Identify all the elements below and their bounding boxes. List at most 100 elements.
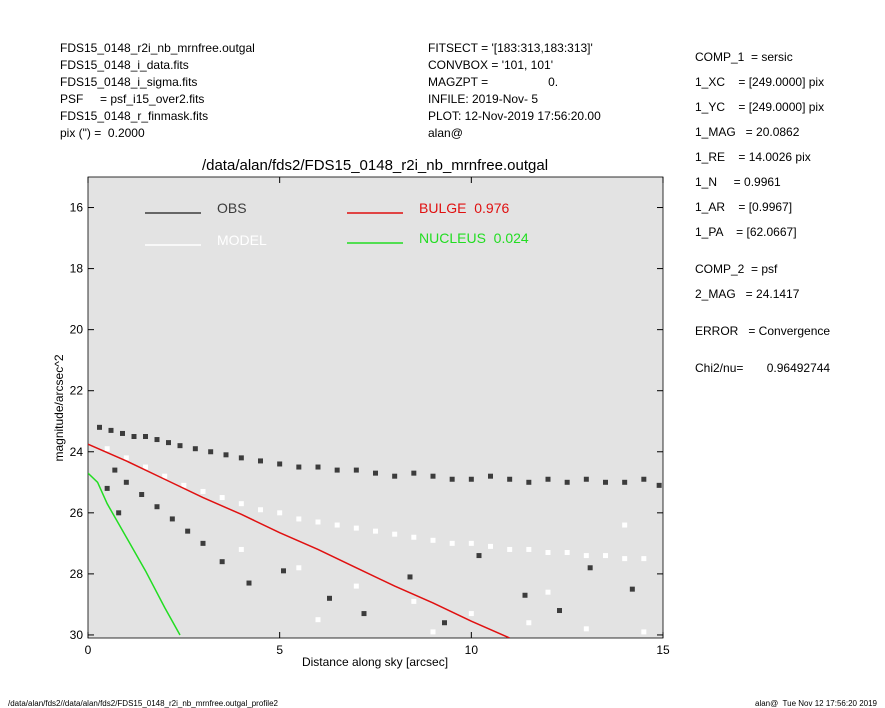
parameter-line: 1_YC = [249.0000] pix — [695, 100, 824, 114]
parameter-line: Chi2/nu= 0.96492744 — [695, 361, 830, 375]
data-point — [545, 589, 551, 595]
y-tick-label: 30 — [70, 628, 84, 642]
data-point — [622, 522, 628, 528]
data-point — [238, 501, 244, 507]
data-point — [108, 427, 114, 433]
data-point — [476, 553, 482, 559]
data-point — [583, 476, 589, 482]
data-point — [526, 546, 532, 552]
header-line: FDS15_0148_r2i_nb_mrnfree.outgal — [60, 41, 255, 55]
data-point — [143, 464, 148, 470]
data-point — [411, 598, 417, 604]
data-point — [296, 464, 302, 470]
header-line: CONVBOX = '101, 101' — [428, 58, 553, 72]
data-point — [468, 540, 474, 546]
data-point — [449, 540, 455, 546]
plot-background — [87, 176, 664, 639]
data-point — [334, 467, 340, 473]
data-point — [353, 583, 359, 589]
header-line: FDS15_0148_r_finmask.fits — [60, 109, 208, 123]
data-point — [123, 455, 129, 461]
parameter-line: 1_PA = [62.0667] — [695, 225, 797, 239]
data-point — [583, 626, 589, 632]
data-point — [392, 531, 398, 537]
data-point — [258, 507, 263, 513]
data-point — [407, 574, 413, 580]
data-point — [373, 470, 378, 476]
data-point — [361, 611, 367, 617]
data-point — [296, 565, 302, 571]
header-line: PLOT: 12-Nov-2019 17:56:20.00 — [428, 109, 601, 123]
data-point — [507, 476, 513, 482]
parameter-line: 1_RE = 14.0026 pix — [695, 150, 811, 164]
legend-label: OBS — [217, 200, 247, 216]
y-tick-label: 28 — [70, 567, 84, 581]
parameter-line: 2_MAG = 24.1417 — [695, 287, 800, 301]
data-point — [181, 482, 187, 488]
header-line: pix (") = 0.2000 — [60, 126, 145, 140]
data-point — [315, 519, 321, 525]
data-point — [564, 479, 570, 485]
x-axis-label: Distance along sky [arcsec] — [302, 655, 448, 669]
data-point — [277, 461, 283, 467]
data-point — [192, 446, 198, 452]
data-point — [219, 495, 225, 501]
data-point — [622, 556, 628, 562]
data-point — [154, 504, 160, 510]
data-point — [522, 592, 528, 598]
header-line: alan@ — [428, 126, 463, 140]
data-point — [622, 479, 628, 485]
data-point — [392, 473, 398, 479]
parameter-line: ERROR = Convergence — [695, 324, 830, 338]
data-point — [468, 611, 474, 617]
data-point — [200, 540, 206, 546]
data-point — [208, 449, 214, 455]
header-line: INFILE: 2019-Nov- 5 — [428, 92, 538, 106]
data-point — [411, 470, 417, 476]
data-point — [315, 617, 321, 623]
data-point — [112, 467, 118, 473]
data-point — [442, 620, 447, 626]
y-tick-label: 16 — [70, 201, 84, 215]
legend-label: MODEL — [217, 232, 267, 248]
data-point — [296, 516, 302, 522]
parameter-line: COMP_2 = psf — [695, 262, 778, 276]
data-point — [629, 586, 635, 592]
data-point — [545, 476, 551, 482]
data-point — [238, 455, 244, 461]
data-point — [468, 476, 474, 482]
data-point — [353, 525, 359, 531]
data-point — [603, 479, 608, 485]
parameter-line: 1_MAG = 20.0862 — [695, 125, 800, 139]
chart-title: /data/alan/fds2/FDS15_0148_r2i_nb_mrnfre… — [202, 157, 548, 174]
data-point — [334, 522, 340, 528]
data-point — [641, 556, 647, 562]
y-tick-label: 18 — [70, 262, 84, 276]
data-point — [116, 510, 122, 516]
y-tick-label: 24 — [70, 445, 84, 459]
data-point — [104, 485, 110, 491]
data-point — [526, 620, 532, 626]
data-point — [656, 482, 662, 488]
data-point — [430, 473, 436, 479]
data-point — [258, 458, 263, 464]
data-point — [488, 543, 493, 549]
legend-label: NUCLEUS 0.024 — [419, 230, 529, 246]
data-point — [564, 550, 570, 556]
data-point — [641, 476, 647, 482]
data-point — [154, 437, 160, 443]
data-point — [411, 534, 417, 540]
data-point — [281, 568, 286, 574]
data-point — [139, 492, 145, 498]
data-point — [603, 553, 608, 559]
data-point — [430, 629, 436, 635]
data-point — [185, 528, 191, 534]
data-point — [277, 510, 283, 516]
data-point — [641, 629, 647, 635]
data-point — [587, 565, 593, 571]
x-tick-label: 5 — [276, 643, 283, 657]
data-point — [246, 580, 252, 586]
data-point — [143, 434, 148, 440]
y-axis-label: magnitude/arcsec^2 — [52, 354, 66, 461]
data-point — [219, 559, 225, 565]
